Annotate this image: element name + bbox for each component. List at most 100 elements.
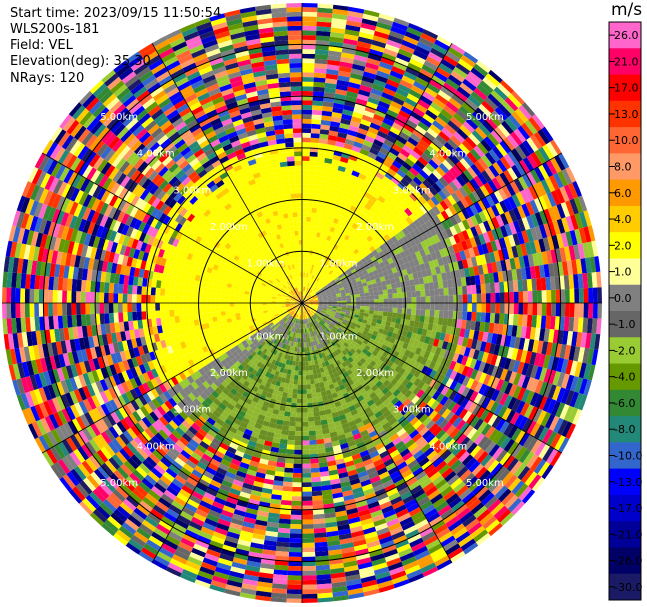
velocity-gate	[563, 405, 574, 422]
velocity-gate	[509, 257, 517, 270]
velocity-gate	[396, 52, 411, 63]
velocity-gate	[366, 199, 375, 207]
velocity-gate	[288, 565, 302, 571]
velocity-gate	[424, 261, 431, 270]
velocity-gate	[483, 136, 496, 149]
velocity-gate	[597, 287, 602, 303]
velocity-gate	[398, 367, 406, 376]
velocity-gate	[518, 291, 524, 303]
velocity-gate	[503, 423, 514, 437]
velocity-gate	[390, 200, 400, 209]
velocity-gate	[456, 200, 466, 211]
velocity-gate	[457, 374, 466, 385]
velocity-gate	[283, 476, 293, 483]
velocity-gate	[305, 268, 308, 273]
velocity-gate	[551, 234, 560, 250]
velocity-gate	[554, 155, 566, 171]
velocity-gate	[499, 313, 505, 325]
velocity-gate	[445, 378, 454, 389]
velocity-gate	[530, 422, 541, 437]
velocity-gate	[372, 269, 379, 276]
velocity-gate	[397, 352, 404, 361]
velocity-gate	[344, 100, 356, 108]
velocity-gate	[426, 83, 441, 94]
velocity-gate	[308, 278, 312, 284]
velocity-gate	[302, 202, 308, 208]
velocity-gate	[318, 143, 328, 149]
velocity-gate	[456, 419, 466, 431]
velocity-gate	[288, 425, 296, 432]
velocity-gate	[304, 356, 309, 362]
velocity-gate	[415, 309, 421, 316]
velocity-gate	[362, 245, 370, 252]
velocity-gate	[389, 262, 396, 269]
velocity-gate	[339, 313, 345, 317]
velocity-gate	[313, 226, 318, 233]
velocity-gate	[294, 440, 302, 446]
velocity-gate	[308, 365, 313, 371]
velocity-gate	[437, 364, 445, 374]
velocity-gate	[467, 294, 473, 303]
velocity-gate	[408, 213, 418, 223]
velocity-gate	[419, 68, 434, 79]
velocity-gate	[438, 62, 453, 75]
velocity-gate	[555, 303, 561, 317]
velocity-gate	[310, 291, 315, 295]
velocity-gate	[366, 210, 374, 218]
velocity-gate	[325, 210, 332, 217]
velocity-gate	[304, 291, 307, 297]
velocity-gate	[393, 217, 402, 226]
velocity-gate	[534, 212, 544, 226]
velocity-gate	[482, 385, 492, 398]
velocity-gate	[552, 371, 561, 386]
velocity-gate	[311, 236, 317, 242]
velocity-gate	[335, 278, 341, 284]
velocity-gate	[477, 264, 484, 275]
velocity-gate	[312, 231, 318, 237]
velocity-gate	[352, 282, 358, 287]
velocity-gate	[317, 284, 322, 289]
velocity-gate	[311, 240, 316, 246]
velocity-gate	[309, 254, 313, 260]
velocity-gate	[309, 299, 314, 302]
velocity-gate	[534, 197, 544, 212]
velocity-gate	[332, 283, 338, 287]
velocity-gate	[327, 305, 333, 308]
velocity-gate	[374, 187, 383, 196]
velocity-gate	[348, 81, 361, 90]
velocity-gate	[318, 194, 325, 201]
velocity-gate	[375, 171, 385, 180]
velocity-gate	[481, 303, 487, 313]
velocity-gate	[282, 481, 293, 487]
velocity-gate	[338, 161, 348, 168]
velocity-gate	[302, 49, 316, 54]
velocity-gate	[302, 281, 305, 287]
velocity-gate	[466, 151, 478, 164]
velocity-gate	[391, 317, 397, 323]
velocity-gate	[363, 214, 371, 222]
velocity-gate	[354, 311, 360, 316]
velocity-gate	[355, 98, 368, 106]
velocity-gate	[338, 274, 344, 279]
velocity-gate	[517, 218, 526, 232]
velocity-gate	[278, 523, 291, 529]
velocity-gate	[302, 556, 316, 562]
velocity-gate	[497, 271, 504, 283]
velocity-gate	[368, 126, 379, 135]
velocity-gate	[421, 231, 429, 241]
velocity-gate	[306, 277, 309, 283]
velocity-gate	[335, 174, 344, 181]
velocity-gate	[302, 296, 305, 301]
velocity-gate	[574, 228, 583, 245]
velocity-gate	[378, 272, 385, 278]
velocity-gate	[578, 288, 584, 303]
velocity-gate	[491, 261, 498, 273]
velocity-gate	[379, 276, 386, 282]
velocity-gate	[412, 163, 423, 174]
velocity-gate	[488, 149, 500, 162]
velocity-gate	[511, 269, 518, 281]
velocity-gate	[430, 252, 438, 261]
velocity-gate	[368, 338, 375, 344]
velocity-gate	[447, 351, 455, 361]
velocity-gate	[393, 17, 410, 27]
